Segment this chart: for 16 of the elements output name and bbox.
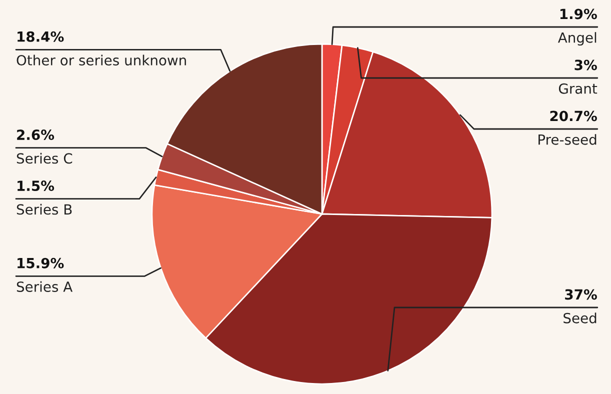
data-label: 2.6% [17,130,54,140]
slice-label: Pre-seed [538,134,596,145]
slice-label: Other or series unknown [16,54,186,66]
data-label: 20.7% [550,110,597,122]
data-label: 15.9% [18,258,64,268]
slice-label: Seed [564,312,596,324]
data-label: 1.9% [560,8,597,20]
data-label: 37% [565,289,597,300]
slice-label: Angel [558,32,596,46]
slice-label: Grant [558,83,598,94]
data-label: 1.5% [18,180,54,192]
slice-label: Series A [16,281,73,292]
data-label: 18.4% [18,31,64,42]
slice-label: Series C [16,152,72,164]
slice-label: Series B [16,204,72,215]
data-label: 3% [574,60,597,70]
